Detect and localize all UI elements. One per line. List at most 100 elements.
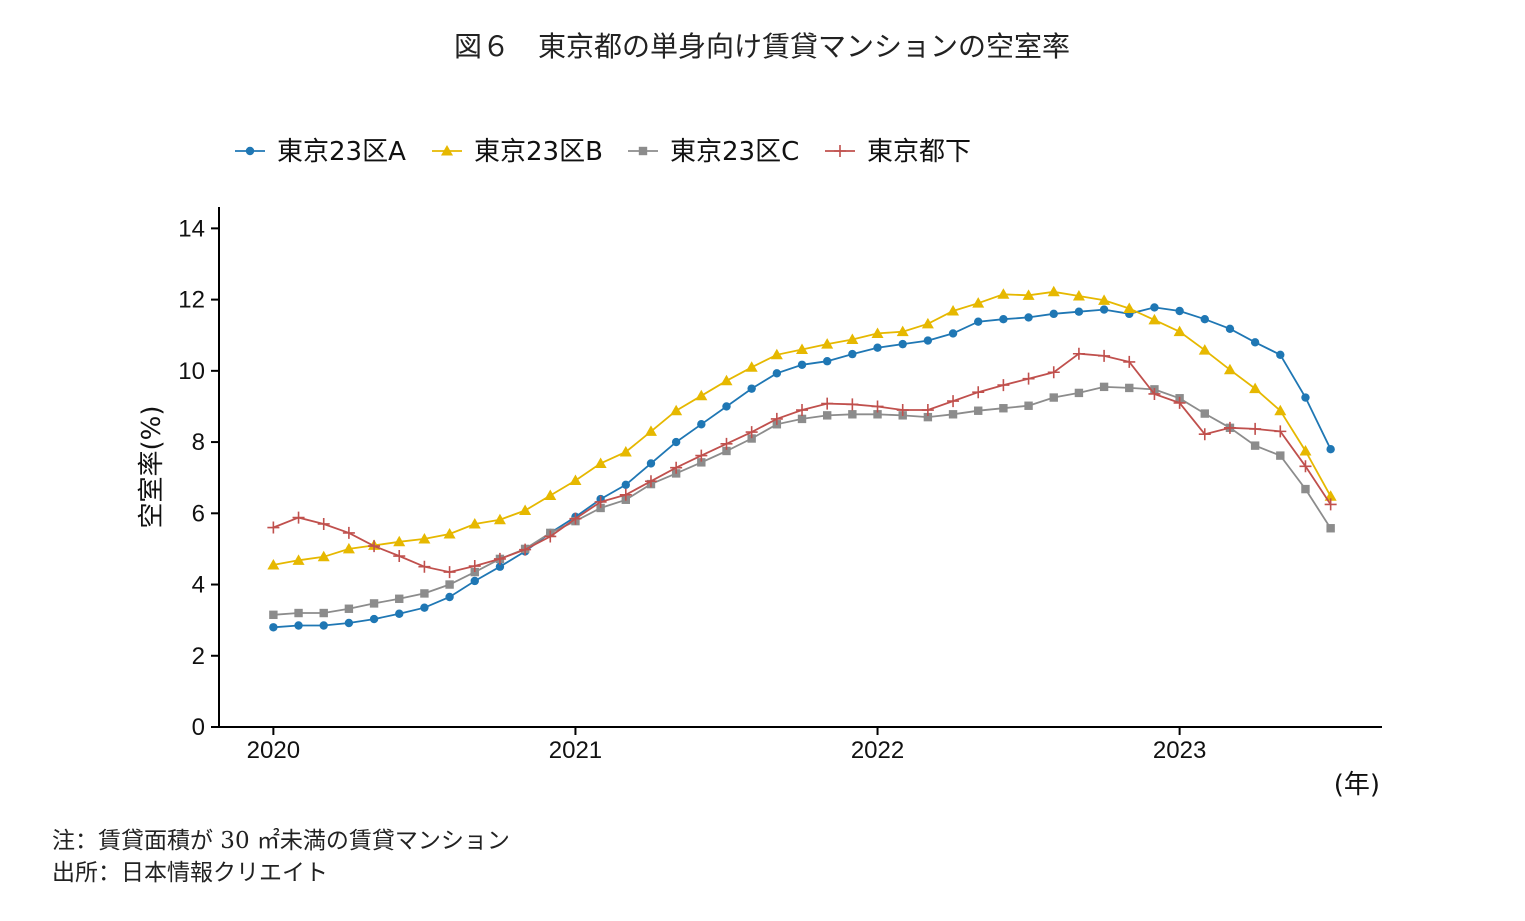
data-point	[848, 349, 857, 359]
data-point	[621, 480, 630, 490]
legend-item: 東京23区A	[235, 137, 406, 167]
legend-marker	[834, 145, 846, 157]
data-point	[1198, 428, 1211, 441]
data-point	[619, 446, 632, 457]
data-point	[470, 567, 479, 577]
data-point	[670, 404, 683, 416]
data-point	[697, 420, 706, 429]
data-point	[1024, 313, 1033, 322]
data-point	[1150, 303, 1159, 312]
data-point	[468, 560, 481, 573]
data-point	[896, 325, 909, 337]
data-point	[974, 406, 983, 415]
data-point	[745, 361, 758, 372]
data-point	[898, 339, 907, 349]
legend-label: 東京23区A	[277, 137, 406, 167]
legend-label: 東京都下	[867, 137, 971, 167]
x-tick-label: 2021	[549, 737, 602, 764]
data-point	[317, 517, 330, 530]
data-point	[822, 411, 832, 420]
legend-label: 東京23区C	[670, 137, 799, 167]
data-point	[1098, 294, 1111, 305]
data-point	[493, 552, 506, 565]
data-point	[796, 343, 809, 354]
data-point	[395, 609, 404, 618]
data-point	[921, 317, 934, 329]
data-point	[1022, 289, 1035, 300]
data-point	[1249, 422, 1262, 435]
data-point	[594, 457, 607, 468]
data-point	[923, 336, 933, 345]
y-tick-label: 12	[178, 287, 205, 314]
data-point	[319, 621, 328, 630]
x-tick-label: 2020	[247, 737, 300, 764]
data-point	[292, 511, 305, 524]
data-point	[797, 360, 807, 369]
data-point	[1099, 382, 1109, 392]
data-point	[770, 348, 783, 360]
data-point	[1198, 344, 1211, 355]
data-point	[493, 513, 506, 525]
data-point	[569, 512, 582, 525]
data-point	[596, 503, 605, 513]
data-point	[722, 446, 731, 456]
legend-item: 東京23区B	[432, 137, 603, 167]
series-4	[267, 347, 1337, 579]
data-point	[468, 517, 481, 529]
data-point	[948, 329, 958, 338]
data-point	[519, 543, 532, 556]
data-point	[569, 474, 582, 486]
data-point	[294, 621, 303, 630]
data-point	[1022, 372, 1035, 385]
series-line	[273, 290, 1332, 566]
data-point	[1024, 401, 1033, 410]
data-point	[369, 599, 379, 608]
data-point	[544, 530, 557, 543]
data-point	[671, 437, 681, 447]
data-point	[420, 589, 429, 598]
data-point	[1123, 302, 1136, 314]
data-point	[972, 297, 985, 308]
data-point	[923, 412, 933, 422]
data-point	[1047, 285, 1060, 297]
data-point	[1148, 313, 1161, 325]
data-point	[1074, 388, 1084, 398]
data-point	[697, 458, 706, 467]
data-point	[846, 398, 859, 411]
source-text: 出所：日本情報クリエイト	[52, 860, 328, 886]
data-point	[267, 521, 280, 534]
y-tick-label: 14	[178, 215, 205, 242]
data-point	[344, 618, 354, 628]
x-ticks: 2020 2021 2022 2023	[247, 727, 1206, 764]
data-point	[1200, 314, 1209, 324]
data-point	[770, 412, 783, 425]
data-point	[745, 426, 758, 439]
data-point	[1324, 498, 1337, 511]
data-point	[948, 410, 958, 419]
data-point	[871, 400, 884, 413]
data-point	[848, 410, 857, 419]
data-point	[1223, 421, 1236, 434]
data-point	[1072, 290, 1085, 301]
data-point	[1148, 387, 1161, 400]
data-point	[1249, 382, 1262, 394]
data-point	[368, 540, 381, 553]
data-point	[1098, 349, 1111, 362]
data-point	[519, 504, 532, 515]
data-point	[619, 488, 632, 501]
x-tick-label: 2022	[851, 737, 904, 764]
series-3	[269, 382, 1335, 620]
y-tick-label: 2	[192, 643, 205, 670]
data-point	[1099, 305, 1109, 314]
data-point	[747, 434, 756, 443]
data-point	[972, 386, 985, 399]
data-point	[445, 580, 454, 589]
data-point	[974, 317, 983, 326]
x-axis-unit: (年)	[1334, 770, 1380, 800]
data-point	[772, 369, 782, 378]
data-point	[495, 562, 505, 571]
data-point	[1301, 393, 1310, 402]
data-point	[1049, 393, 1058, 402]
data-point	[722, 402, 731, 411]
data-point	[921, 404, 934, 417]
